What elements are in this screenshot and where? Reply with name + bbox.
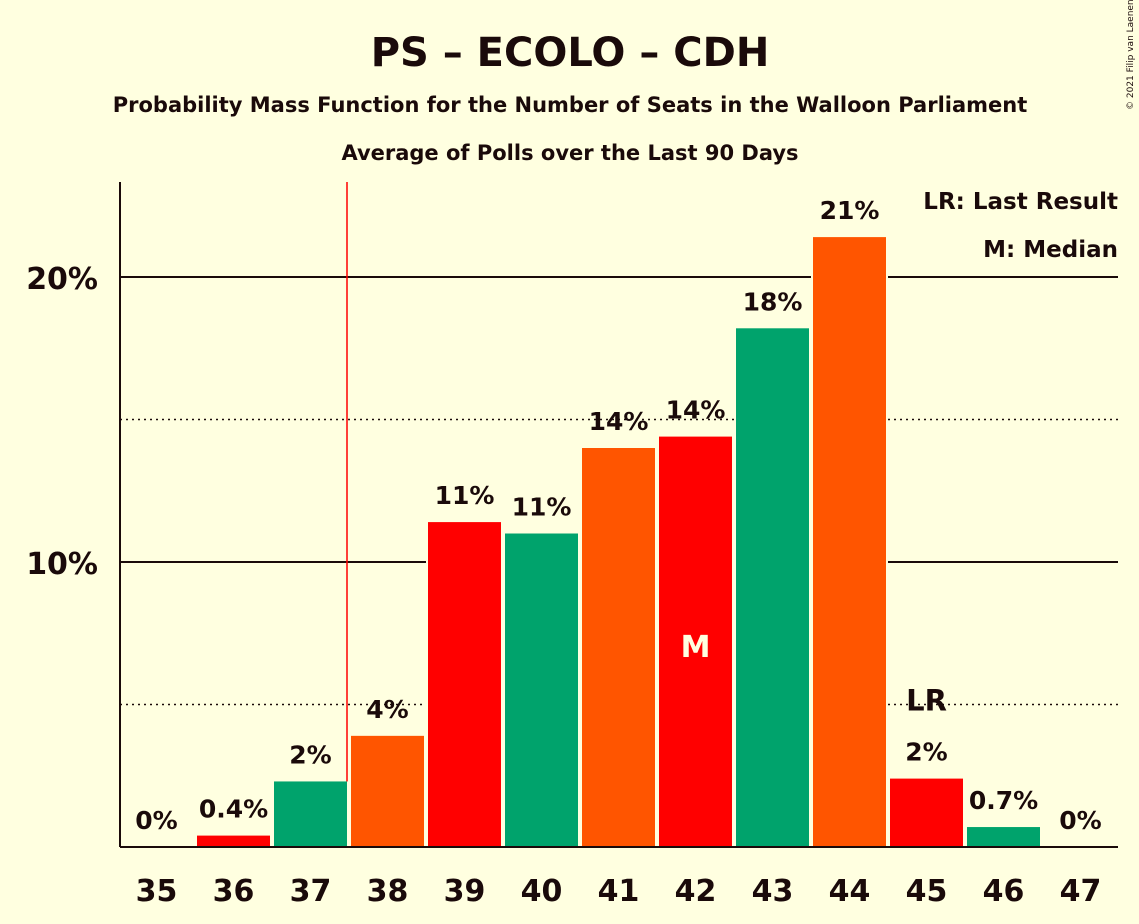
value-label-45: 2% xyxy=(905,738,947,767)
value-label-44: 21% xyxy=(820,196,880,225)
bar-45 xyxy=(890,778,963,847)
x-tick-43: 43 xyxy=(752,874,794,909)
x-tick-42: 42 xyxy=(675,874,717,909)
bar-36 xyxy=(197,835,270,847)
value-label-37: 2% xyxy=(289,740,331,769)
y-tick-label: 10% xyxy=(26,547,98,582)
value-label-42: 14% xyxy=(666,396,726,425)
legend-last-result: LR: Last Result xyxy=(923,189,1118,215)
markers: M LR xyxy=(681,630,947,718)
x-tick-37: 37 xyxy=(290,874,332,909)
copyright-notice: © 2021 Filip van Laenen xyxy=(1126,0,1136,110)
x-tick-40: 40 xyxy=(521,874,563,909)
legend-median: M: Median xyxy=(983,237,1118,263)
value-label-38: 4% xyxy=(366,695,408,724)
value-labels: 0% 0.4% 2% 4% 11% 11% 14% 14% 18% 21% 2% 0.7% 0% xyxy=(135,196,1101,835)
x-tick-45: 45 xyxy=(906,874,948,909)
last-result-marker: LR xyxy=(906,684,947,718)
bar-44 xyxy=(813,237,886,848)
chart-subtitle: Probability Mass Function for the Number… xyxy=(113,93,1028,117)
value-label-41: 14% xyxy=(589,407,649,436)
x-tick-38: 38 xyxy=(367,874,409,909)
chart-subtitle-period: Average of Polls over the Last 90 Days xyxy=(341,141,798,165)
median-marker: M xyxy=(681,630,711,665)
x-tick-41: 41 xyxy=(598,874,640,909)
value-label-36: 0.4% xyxy=(199,795,268,824)
x-tick-39: 39 xyxy=(444,874,486,909)
bars xyxy=(195,237,1042,848)
x-tick-46: 46 xyxy=(983,874,1025,909)
bar-43 xyxy=(736,328,809,847)
bar-40 xyxy=(505,533,578,847)
chart-title: PS – ECOLO – CDH xyxy=(371,30,770,76)
value-label-47: 0% xyxy=(1059,806,1101,835)
y-tick-label: 20% xyxy=(26,262,98,297)
bar-42 xyxy=(659,436,732,847)
value-label-39: 11% xyxy=(435,481,495,510)
value-label-46: 0.7% xyxy=(969,786,1038,815)
bar-37 xyxy=(274,781,347,847)
x-tick-35: 35 xyxy=(136,874,178,909)
x-tick-44: 44 xyxy=(829,874,871,909)
bar-39 xyxy=(428,522,501,847)
value-label-40: 11% xyxy=(512,493,572,522)
axes: 10% 20% 35 36 37 38 39 40 41 42 43 44 45 46 47 xyxy=(26,182,1118,909)
value-label-35: 0% xyxy=(135,806,177,835)
value-label-43: 18% xyxy=(743,287,803,316)
bar-41 xyxy=(582,448,655,847)
x-tick-47: 47 xyxy=(1060,874,1102,909)
bar-46 xyxy=(967,827,1040,847)
x-tick-36: 36 xyxy=(213,874,255,909)
bar-38 xyxy=(351,735,424,847)
